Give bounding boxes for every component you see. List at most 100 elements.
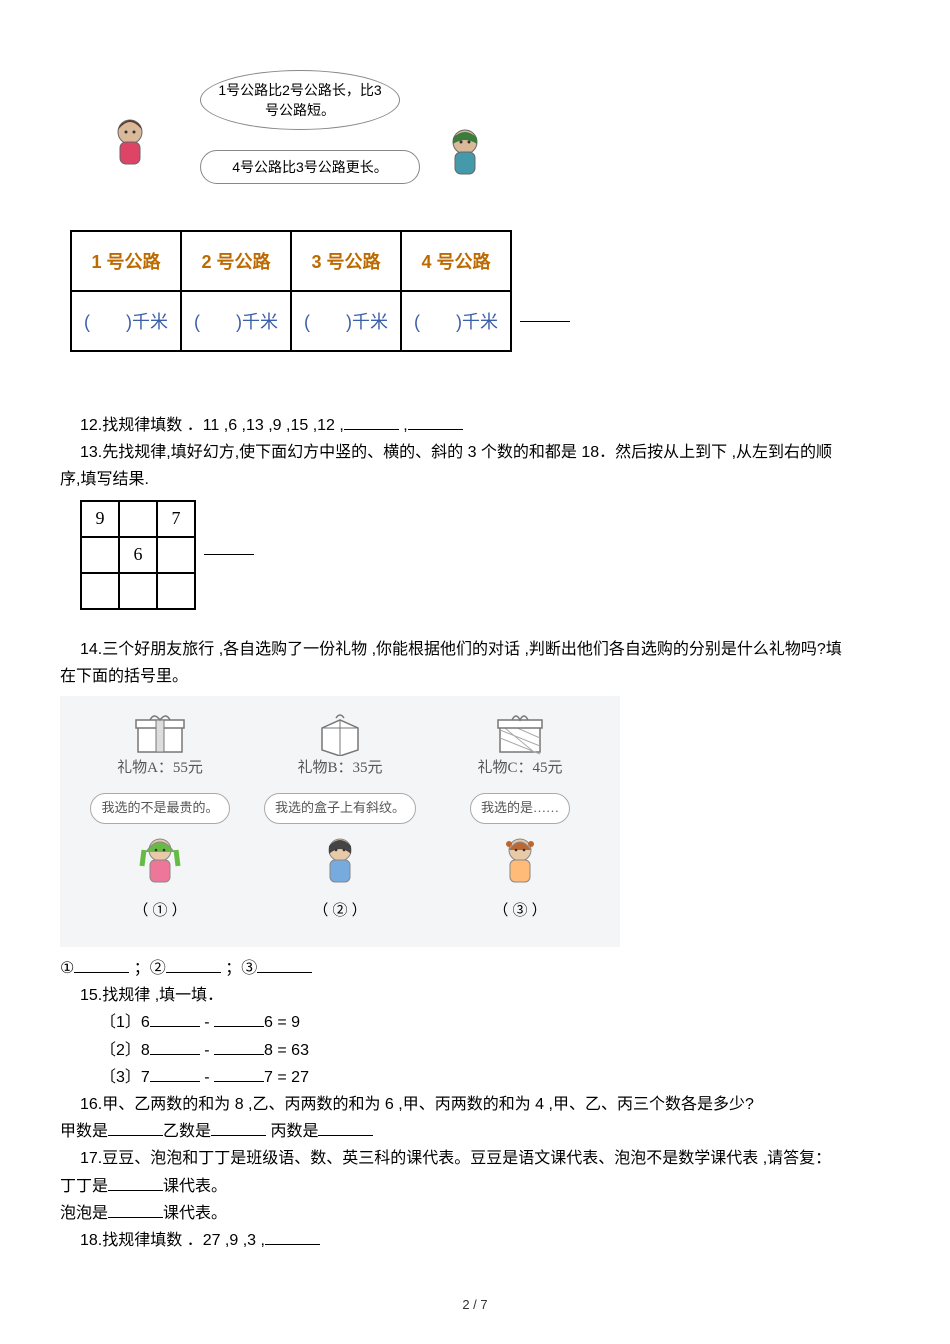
q15-1c: 6 = 9 bbox=[264, 1014, 300, 1031]
gift-speech-row: 我选的不是最贵的。 我选的盒子上有斜纹。 我选的是…… bbox=[70, 787, 610, 885]
q17-l1: 丁丁是 课代表。 bbox=[60, 1173, 890, 1200]
q15-2b: - bbox=[200, 1042, 214, 1059]
gift-b-icon bbox=[310, 710, 370, 756]
gift-s3-col: 我选的是…… bbox=[435, 787, 605, 885]
road-c3: ( )千米 bbox=[291, 291, 401, 351]
blank bbox=[214, 1066, 264, 1082]
blank bbox=[211, 1120, 266, 1136]
q16-l3: 丙数是 bbox=[266, 1123, 318, 1140]
q14-a1: ① bbox=[60, 960, 74, 977]
road-table-header-row: 1 号公路 2 号公路 3 号公路 4 号公路 bbox=[71, 231, 511, 291]
q17-l2b: 课代表。 bbox=[163, 1205, 227, 1222]
speech-2: 我选的盒子上有斜纹。 bbox=[264, 793, 416, 823]
q15-2a: 〔2〕8 bbox=[100, 1042, 150, 1059]
road-h1: 1 号公路 bbox=[71, 231, 181, 291]
person-1-icon bbox=[132, 830, 188, 886]
blank bbox=[408, 414, 463, 430]
gift-b-label: 礼物B：35元 bbox=[297, 756, 382, 782]
gift-boxes-row: 礼物A：55元 礼物B：35元 礼物C：45元 bbox=[70, 710, 610, 782]
ms-0-1 bbox=[119, 501, 157, 537]
blank bbox=[214, 1039, 264, 1055]
blank bbox=[318, 1120, 373, 1136]
speech-bubble-1: 1号公路比2号公路长，比3号公路短。 bbox=[200, 70, 400, 130]
road-c1: ( )千米 bbox=[71, 291, 181, 351]
gift-a-label: 礼物A：55元 bbox=[117, 756, 203, 782]
gift-a-icon bbox=[130, 710, 190, 756]
blank bbox=[108, 1202, 163, 1218]
q15-1: 〔1〕6 - 6 = 9 bbox=[60, 1009, 890, 1036]
ms-2-1 bbox=[119, 573, 157, 609]
gift-n1: （ ① ） bbox=[75, 898, 245, 924]
q15-2: 〔2〕8 - 8 = 63 bbox=[60, 1037, 890, 1064]
q15-1a: 〔1〕6 bbox=[100, 1014, 150, 1031]
q17: 17.豆豆、泡泡和丁丁是班级语、数、英三科的课代表。豆豆是语文课代表、泡泡不是数… bbox=[60, 1145, 890, 1172]
road-table: 1 号公路 2 号公路 3 号公路 4 号公路 ( )千米 ( )千米 ( )千… bbox=[70, 230, 512, 352]
ms-2-0 bbox=[81, 573, 119, 609]
gift-s1-col: 我选的不是最贵的。 bbox=[75, 787, 245, 885]
blank bbox=[74, 957, 129, 973]
road-h3: 3 号公路 bbox=[291, 231, 401, 291]
q15-3: 〔3〕7 - 7 = 27 bbox=[60, 1064, 890, 1091]
q16-l2: 乙数是 bbox=[163, 1123, 211, 1140]
blank bbox=[108, 1120, 163, 1136]
q17-l2a: 泡泡是 bbox=[60, 1205, 108, 1222]
gift-col-c: 礼物C：45元 bbox=[435, 710, 605, 782]
q14-line1: 14.三个好朋友旅行 ,各自选购了一份礼物 ,你能根据他们的对话 ,判断出他们各… bbox=[60, 636, 890, 663]
q12-sep: , bbox=[399, 417, 408, 434]
q15-3b: - bbox=[200, 1069, 214, 1086]
magic-square: 9 7 6 bbox=[80, 500, 196, 610]
blank bbox=[150, 1039, 200, 1055]
gift-n2: （ ② ） bbox=[255, 898, 425, 924]
blank bbox=[150, 1011, 200, 1027]
gift-col-b: 礼物B：35元 bbox=[255, 710, 425, 782]
speech-1: 我选的不是最贵的。 bbox=[90, 793, 229, 823]
q15-1b: - bbox=[200, 1014, 214, 1031]
road-table-wrapper: 1 号公路 2 号公路 3 号公路 4 号公路 ( )千米 ( )千米 ( )千… bbox=[60, 230, 890, 412]
ms-2-2 bbox=[157, 573, 195, 609]
kid-right-icon bbox=[435, 120, 495, 180]
speech-bubble-2: 4号公路比3号公路更长。 bbox=[200, 150, 420, 184]
gift-n3: （ ③ ） bbox=[435, 898, 605, 924]
q12: 12.找规律填数 ．11 ,6 ,13 ,9 ,15 ,12 , , bbox=[60, 412, 890, 439]
q14-line2: 在下面的括号里。 bbox=[60, 663, 890, 690]
blank bbox=[108, 1175, 163, 1191]
q18-text: 18.找规律填数 ．27 ,9 ,3 , bbox=[80, 1232, 265, 1249]
gift-c-label: 礼物C：45元 bbox=[477, 756, 562, 782]
gift-area: 礼物A：55元 礼物B：35元 礼物C：45元 我选的不是最贵的。 bbox=[60, 696, 620, 947]
gift-s2-col: 我选的盒子上有斜纹。 bbox=[255, 787, 425, 885]
q16-answers: 甲数是 乙数是 丙数是 bbox=[60, 1118, 890, 1145]
page-number: 2 / 7 bbox=[0, 1297, 950, 1312]
road-c2: ( )千米 bbox=[181, 291, 291, 351]
q13-line1: 13.先找规律,填好幻方,使下面幻方中竖的、横的、斜的 3 个数的和都是 18．… bbox=[60, 439, 890, 466]
q17-l2: 泡泡是 课代表。 bbox=[60, 1200, 890, 1227]
road-table-data-row: ( )千米 ( )千米 ( )千米 ( )千米 bbox=[71, 291, 511, 351]
q16: 16.甲、乙两数的和为 8 ,乙、丙两数的和为 6 ,甲、丙两数的和为 4 ,甲… bbox=[60, 1091, 890, 1118]
q16-l1: 甲数是 bbox=[60, 1123, 108, 1140]
road-c4: ( )千米 bbox=[401, 291, 511, 351]
blank bbox=[166, 957, 221, 973]
q13-line2: 序,填写结果. bbox=[60, 466, 890, 493]
q15-2c: 8 = 63 bbox=[264, 1042, 309, 1059]
q17-l1b: 课代表。 bbox=[163, 1178, 227, 1195]
bubble1-text: 1号公路比2号公路长，比3号公路短。 bbox=[215, 80, 385, 120]
illustration-bubbles: 1号公路比2号公路长，比3号公路短。 4号公路比3号公路更长。 bbox=[80, 60, 500, 200]
q17-l1a: 丁丁是 bbox=[60, 1178, 108, 1195]
ms-1-0 bbox=[81, 537, 119, 573]
q12-text: 12.找规律填数 ．11 ,6 ,13 ,9 ,15 ,12 , bbox=[80, 417, 344, 434]
ms-1-2 bbox=[157, 537, 195, 573]
gift-num-row: （ ① ） （ ② ） （ ③ ） bbox=[70, 898, 610, 924]
road-h4: 4 号公路 bbox=[401, 231, 511, 291]
person-3-icon bbox=[492, 830, 548, 886]
speech-3: 我选的是…… bbox=[470, 793, 570, 823]
blank bbox=[265, 1229, 320, 1245]
answer-line bbox=[520, 321, 570, 322]
blank bbox=[257, 957, 312, 973]
q14-answer-line: ① ；② ；③ bbox=[60, 955, 890, 982]
gift-col-a: 礼物A：55元 bbox=[75, 710, 245, 782]
content-body: 12.找规律填数 ．11 ,6 ,13 ,9 ,15 ,12 , , 13.先找… bbox=[60, 412, 890, 1254]
q15-3c: 7 = 27 bbox=[264, 1069, 309, 1086]
road-h2: 2 号公路 bbox=[181, 231, 291, 291]
q15-3a: 〔3〕7 bbox=[100, 1069, 150, 1086]
blank bbox=[150, 1066, 200, 1082]
q14-a2: ；② bbox=[129, 960, 165, 977]
